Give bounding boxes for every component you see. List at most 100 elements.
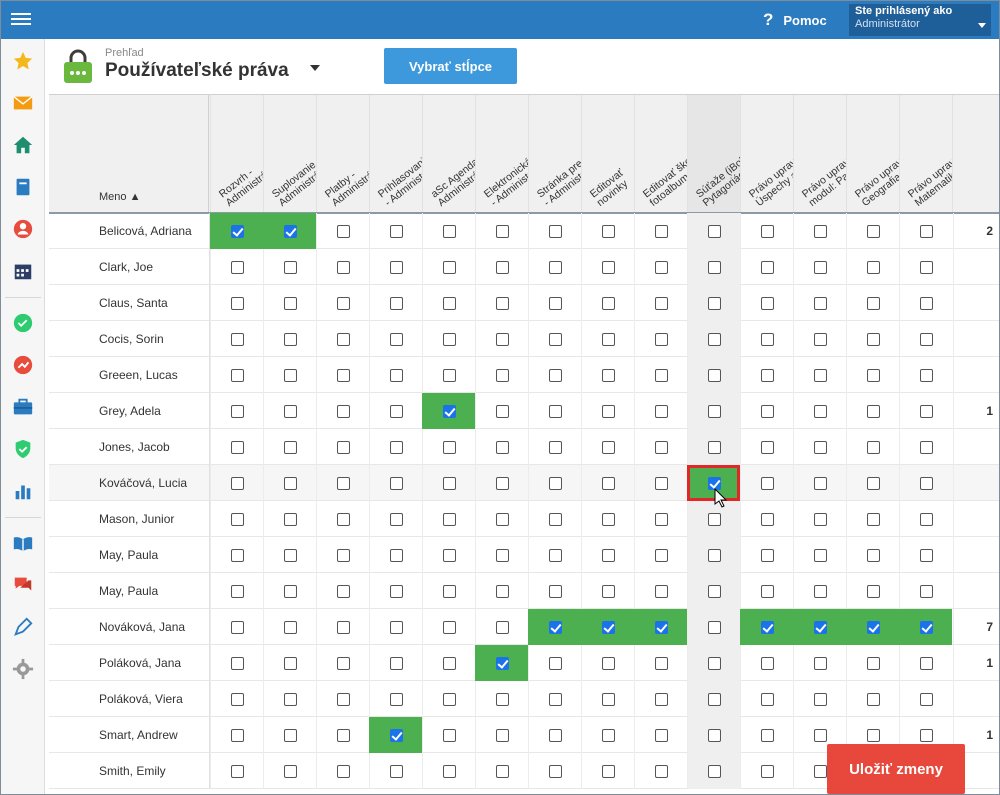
permission-checkbox[interactable]: [655, 297, 668, 310]
permission-checkbox[interactable]: [443, 585, 456, 598]
permission-checkbox[interactable]: [337, 477, 350, 490]
permission-checkbox[interactable]: [761, 477, 774, 490]
open-book-icon[interactable]: [11, 531, 35, 555]
permission-checkbox[interactable]: [814, 333, 827, 346]
permission-checkbox[interactable]: [284, 729, 297, 742]
permission-checkbox[interactable]: [231, 729, 244, 742]
permission-checkbox[interactable]: [814, 297, 827, 310]
permission-checkbox[interactable]: [708, 765, 721, 778]
permission-checkbox[interactable]: [920, 585, 933, 598]
user-menu[interactable]: Ste prihlásený ako Administrátor: [849, 4, 991, 36]
permission-checkbox[interactable]: [284, 585, 297, 598]
permission-checkbox[interactable]: [549, 693, 562, 706]
save-changes-button[interactable]: Uložiť zmeny: [827, 744, 965, 794]
permission-checkbox[interactable]: [231, 477, 244, 490]
star-icon[interactable]: [11, 49, 35, 73]
permission-checkbox[interactable]: [443, 657, 456, 670]
permission-checkbox[interactable]: [655, 369, 668, 382]
permission-checkbox[interactable]: [549, 585, 562, 598]
permission-checkbox[interactable]: [761, 657, 774, 670]
permission-checkbox[interactable]: [602, 765, 615, 778]
permission-checkbox[interactable]: [920, 297, 933, 310]
permission-checkbox[interactable]: [443, 693, 456, 706]
permission-checkbox[interactable]: [337, 333, 350, 346]
permission-checkbox[interactable]: [814, 441, 827, 454]
permission-checkbox[interactable]: [231, 441, 244, 454]
permission-checkbox[interactable]: [867, 729, 880, 742]
permission-checkbox[interactable]: [920, 333, 933, 346]
person-icon[interactable]: [11, 217, 35, 241]
permission-checkbox[interactable]: [337, 621, 350, 634]
permission-checkbox[interactable]: [337, 261, 350, 274]
permission-checkbox[interactable]: [602, 297, 615, 310]
permission-checkbox[interactable]: [602, 513, 615, 526]
permission-checkbox[interactable]: [496, 765, 509, 778]
column-header[interactable]: aSc Agenda - Administrácia (Krúžky): [422, 95, 526, 213]
permission-checkbox[interactable]: [602, 585, 615, 598]
permission-checkbox[interactable]: [549, 405, 562, 418]
permission-checkbox[interactable]: [708, 621, 721, 634]
permission-checkbox[interactable]: [761, 333, 774, 346]
permission-checkbox[interactable]: [655, 693, 668, 706]
permission-checkbox[interactable]: [390, 621, 403, 634]
permission-checkbox[interactable]: [496, 729, 509, 742]
permission-checkbox[interactable]: [443, 225, 456, 238]
permission-checkbox[interactable]: [284, 477, 297, 490]
permission-checkbox[interactable]: [284, 549, 297, 562]
permission-checkbox[interactable]: [867, 369, 880, 382]
permission-checkbox[interactable]: [390, 333, 403, 346]
permission-checkbox[interactable]: [814, 549, 827, 562]
permission-checkbox[interactable]: [231, 405, 244, 418]
permission-checkbox[interactable]: [390, 585, 403, 598]
permission-checkbox[interactable]: [284, 693, 297, 706]
permission-checkbox[interactable]: [337, 297, 350, 310]
column-header[interactable]: Prihlasovanie - Administrácia: [369, 95, 444, 213]
permission-checkbox[interactable]: [761, 297, 774, 310]
permission-checkbox[interactable]: [284, 513, 297, 526]
permission-checkbox[interactable]: [867, 441, 880, 454]
permission-checkbox[interactable]: [496, 297, 509, 310]
permission-checkbox[interactable]: [814, 369, 827, 382]
bar-chart-icon[interactable]: [11, 479, 35, 503]
permission-checkbox[interactable]: [284, 333, 297, 346]
permission-checkbox[interactable]: [708, 693, 721, 706]
permission-checkbox[interactable]: [761, 693, 774, 706]
permission-checkbox[interactable]: [443, 297, 456, 310]
permission-checkbox[interactable]: [655, 333, 668, 346]
permission-checkbox[interactable]: [390, 477, 403, 490]
permission-checkbox[interactable]: [231, 585, 244, 598]
select-columns-button[interactable]: Vybrať stĺpce: [384, 48, 517, 84]
permission-checkbox[interactable]: [231, 333, 244, 346]
permission-checkbox[interactable]: [761, 765, 774, 778]
permission-checkbox[interactable]: [390, 261, 403, 274]
permission-checkbox[interactable]: [496, 261, 509, 274]
permission-checkbox[interactable]: [761, 225, 774, 238]
permission-checkbox[interactable]: [337, 369, 350, 382]
permission-checkbox[interactable]: [496, 405, 509, 418]
permission-checkbox[interactable]: [655, 225, 668, 238]
permission-checkbox[interactable]: [549, 549, 562, 562]
permission-checkbox[interactable]: [602, 621, 615, 634]
permission-checkbox[interactable]: [390, 369, 403, 382]
permission-checkbox[interactable]: [337, 765, 350, 778]
permission-checkbox[interactable]: [496, 369, 509, 382]
permission-checkbox[interactable]: [390, 441, 403, 454]
chat-icon[interactable]: [11, 573, 35, 597]
permission-checkbox[interactable]: [814, 585, 827, 598]
permission-checkbox[interactable]: [814, 405, 827, 418]
permission-checkbox[interactable]: [443, 765, 456, 778]
permission-checkbox[interactable]: [814, 513, 827, 526]
permission-checkbox[interactable]: [231, 657, 244, 670]
permission-checkbox[interactable]: [867, 621, 880, 634]
permission-checkbox[interactable]: [655, 765, 668, 778]
permission-checkbox[interactable]: [443, 729, 456, 742]
permission-checkbox[interactable]: [867, 405, 880, 418]
permission-checkbox[interactable]: [443, 621, 456, 634]
permission-checkbox[interactable]: [284, 261, 297, 274]
permission-checkbox[interactable]: [867, 297, 880, 310]
permission-checkbox[interactable]: [390, 765, 403, 778]
permission-checkbox[interactable]: [814, 693, 827, 706]
permission-checkbox[interactable]: [814, 621, 827, 634]
permission-checkbox[interactable]: [708, 441, 721, 454]
permission-checkbox[interactable]: [549, 441, 562, 454]
